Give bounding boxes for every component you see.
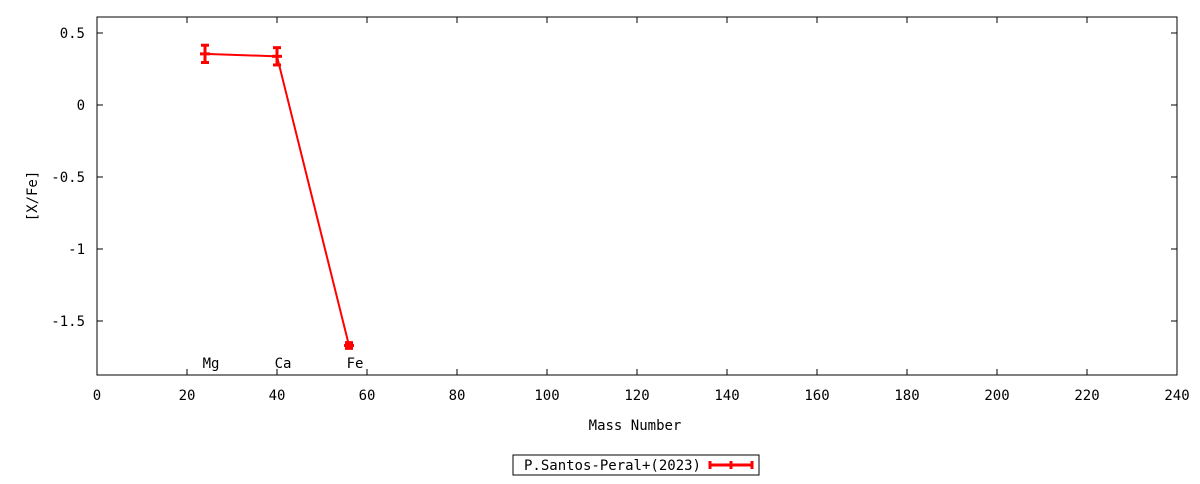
x-tick-label: 60 xyxy=(359,388,376,404)
x-tick-label: 0 xyxy=(93,388,101,404)
legend-label: P.Santos-Peral+(2023) xyxy=(524,458,701,474)
series-line xyxy=(204,52,350,346)
x-tick-label: 200 xyxy=(984,388,1009,404)
y-tick-label: -1.5 xyxy=(51,314,85,330)
x-tick-label: 220 xyxy=(1074,388,1099,404)
legend-sample xyxy=(708,461,754,469)
x-tick-label: 180 xyxy=(894,388,919,404)
legend: P.Santos-Peral+(2023) xyxy=(512,454,760,476)
x-tick-label: 240 xyxy=(1164,388,1189,404)
element-label: Fe xyxy=(347,356,364,372)
x-tick-label: 40 xyxy=(269,388,286,404)
element-label: Mg xyxy=(203,356,220,372)
y-tick-label: 0.5 xyxy=(60,26,85,42)
plot-frame xyxy=(96,16,1178,376)
x-axis-label: Mass Number xyxy=(589,418,682,434)
x-tick-label: 80 xyxy=(449,388,466,404)
x-tick-label: 100 xyxy=(534,388,559,404)
y-tick-label: 0 xyxy=(77,98,85,114)
axes: 0 20 40 60 80 100 120 140 160 180 200 220 240 0.5 0 -0.… xyxy=(51,16,1190,404)
x-tick-label: 20 xyxy=(179,388,196,404)
element-label: Ca xyxy=(275,356,292,372)
marks xyxy=(200,43,354,350)
legend-box xyxy=(512,454,760,476)
x-tick-label: 160 xyxy=(804,388,829,404)
y-tick-label: -1 xyxy=(68,242,85,258)
x-tick-label: 120 xyxy=(624,388,649,404)
y-tick-label: -0.5 xyxy=(51,170,85,186)
x-tick-label: 140 xyxy=(714,388,739,404)
y-axis-label: [X/Fe] xyxy=(25,171,41,222)
